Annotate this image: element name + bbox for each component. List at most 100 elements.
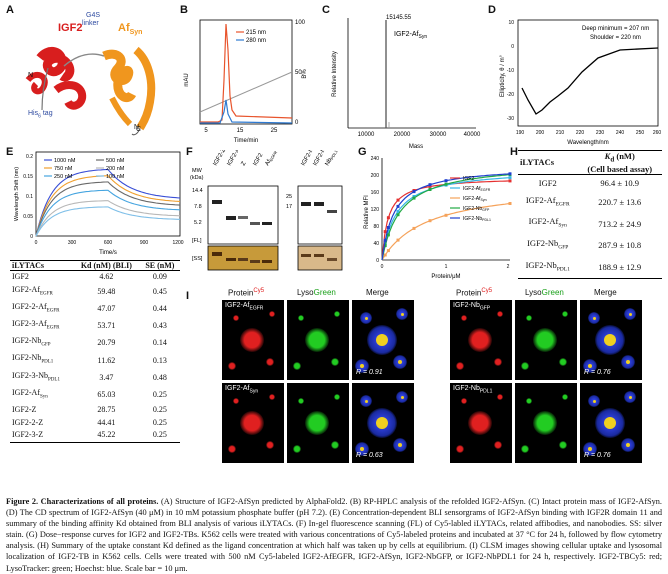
svg-text:200: 200: [371, 173, 380, 179]
header-protein: ProteinCy5: [228, 288, 265, 298]
svg-text:40000: 40000: [464, 132, 481, 138]
merge-spot: [364, 316, 368, 320]
svg-text:-10: -10: [507, 68, 514, 74]
fluor-spot: [331, 358, 339, 366]
fluor-spot: [461, 398, 467, 404]
svg-text:1: 1: [445, 264, 448, 270]
c-term-label: N: [134, 124, 140, 131]
dose-point: [383, 238, 387, 242]
bli-table-row: IGF2-2-Z 44.41 0.25: [12, 417, 167, 427]
dose-point: [412, 196, 416, 200]
uptake-table-row: IGF2-NbGFP 287.9 ± 10.8: [527, 238, 642, 251]
bli-table-row: IGF2-AfEGFR 59.48 0.45: [12, 284, 167, 297]
bli-series-0: [35, 168, 181, 237]
header-merge: Merge: [366, 288, 389, 297]
svg-text:50: 50: [295, 70, 302, 76]
panel-label-a: A: [6, 4, 14, 16]
micrograph-merge: R = 0.76: [580, 383, 642, 463]
fluor-spot: [461, 315, 467, 321]
svg-text:-20: -20: [507, 92, 514, 98]
svg-text:25: 25: [271, 128, 278, 134]
micrograph-lyso: [515, 383, 577, 463]
svg-text:260: 260: [653, 130, 662, 136]
fluor-spot: [228, 445, 236, 453]
panel-label-i: I: [186, 290, 190, 302]
fluor-spot: [305, 411, 329, 435]
legend-280: 280 nm: [246, 38, 266, 44]
header-protein: ProteinCy5: [456, 288, 493, 298]
dose-point: [428, 183, 432, 187]
dose-point: [428, 219, 432, 223]
svg-text:900: 900: [140, 240, 149, 246]
bli-series-5: [35, 206, 180, 237]
dose-response-chart-g: IGF2 IGF2-AfEGFR IGF2-AfSyn IGF2-NbGFP IGF2-…: [364, 156, 512, 280]
fluor-spot: [533, 328, 557, 352]
svg-text:Protein/μM: Protein/μM: [431, 274, 460, 280]
fluor-spot: [331, 441, 339, 449]
fluor-spot: [497, 394, 503, 400]
merge-spot: [400, 395, 404, 399]
merge-spot: [360, 364, 364, 368]
fluor-spot: [334, 394, 340, 400]
gel-image-f: MW (kDa) IGF2-Z IGF2-AfEGFR Z IGF2 AfEGF…: [190, 150, 343, 271]
dose-point: [386, 226, 390, 229]
svg-text:7.8: 7.8: [194, 204, 202, 210]
dose-point: [386, 229, 390, 233]
micrograph-protein: IGF2-AfEGFR: [222, 300, 284, 380]
svg-text:240: 240: [371, 156, 380, 162]
svg-text:mAU: mAU: [184, 73, 190, 86]
fluor-spot: [293, 445, 301, 453]
panel-label-e: E: [6, 146, 14, 158]
svg-text:30000: 30000: [430, 132, 447, 138]
fluor-spot: [494, 441, 502, 449]
svg-text:0: 0: [381, 264, 384, 270]
merge-spot: [626, 360, 630, 364]
cd-curve: [521, 47, 659, 115]
svg-text:0.05: 0.05: [23, 214, 33, 220]
dose-legend-0: IGF2: [463, 176, 474, 182]
fluor-spot: [293, 362, 301, 370]
panel-label-h: H: [510, 146, 518, 158]
dose-point: [383, 230, 387, 234]
uptake-kd-table: iLYTACs Kd (nM) (Cell based assay) IGF2 96…: [518, 150, 662, 279]
dose-point: [412, 226, 416, 230]
fluor-spot: [494, 358, 502, 366]
uptake-table-row: IGF2 96.4 ± 10.9: [538, 177, 640, 188]
fluor-spot: [497, 311, 503, 317]
svg-text:200: 200: [536, 130, 545, 136]
svg-text:Time/min: Time/min: [234, 138, 258, 144]
svg-text:15145.55: 15145.55: [386, 15, 412, 21]
legend-215: 215 nm: [246, 30, 266, 36]
dose-point: [508, 172, 512, 176]
svg-text:600: 600: [104, 240, 113, 246]
svg-text:210: 210: [556, 130, 565, 136]
dose-point: [396, 198, 400, 202]
afsyn-helix-2: [133, 46, 156, 131]
svg-text:Relative Intensity: Relative Intensity: [332, 51, 338, 97]
fluor-spot: [233, 398, 239, 404]
bli-table-row: IGF2-3-AfEGFR 53.71 0.43: [12, 318, 167, 331]
merge-spot: [604, 334, 616, 346]
svg-text:25: 25: [286, 194, 292, 200]
fluor-spot: [521, 362, 529, 370]
fluor-spot: [240, 328, 264, 352]
dose-point: [386, 249, 390, 253]
merge-spot: [398, 443, 402, 447]
dose-point: [396, 213, 400, 217]
header-lysogreen: LysoGreen: [525, 288, 564, 297]
svg-text:Time/s: Time/s: [99, 250, 117, 256]
header-merge: Merge: [594, 288, 617, 297]
fluor-spot: [562, 394, 568, 400]
svg-text:40: 40: [373, 241, 379, 247]
bli-table-row: IGF2 4.62 0.09: [12, 272, 167, 281]
dose-legend-3: IGF2-NbGFP: [463, 206, 490, 212]
protein-structure-a: [25, 46, 156, 136]
dose-point: [444, 213, 448, 217]
c-term-label-c: C: [136, 126, 142, 133]
merge-spot: [400, 312, 404, 316]
dose-point: [444, 182, 448, 186]
pearson-r: R = 0.76: [584, 369, 611, 376]
svg-text:14.4: 14.4: [192, 188, 203, 194]
dose-point: [412, 190, 416, 194]
c-name: IGF2-AfSyn: [394, 31, 427, 40]
